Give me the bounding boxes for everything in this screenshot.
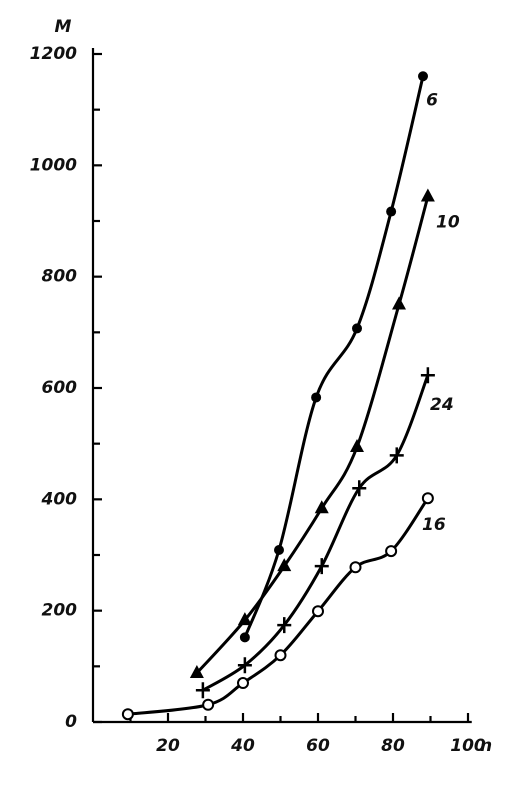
point — [352, 480, 367, 497]
y-tick-label: 400 — [41, 489, 78, 509]
series-label: 16 — [422, 515, 446, 535]
series-label: 24 — [430, 395, 454, 415]
series: 24 — [195, 367, 454, 699]
point — [239, 632, 250, 643]
point — [195, 682, 210, 699]
series: 16 — [121, 492, 446, 721]
series: 10 — [189, 188, 460, 679]
point — [237, 677, 249, 690]
x-tick-label: 100 — [450, 736, 486, 756]
x-tick-label: 20 — [156, 736, 180, 756]
fit-curve — [195, 196, 430, 675]
point — [189, 665, 204, 679]
point — [312, 605, 324, 618]
x-tick-label: 60 — [306, 736, 330, 756]
x-axis-label: n — [480, 736, 492, 756]
point — [311, 392, 322, 403]
point — [352, 323, 362, 334]
point — [202, 698, 215, 711]
y-tick-label: 600 — [42, 378, 78, 398]
point — [237, 612, 252, 626]
series: 6 — [239, 71, 438, 643]
point — [277, 617, 292, 634]
point — [314, 500, 329, 514]
point — [277, 558, 292, 572]
point — [274, 544, 284, 555]
fit-curve — [127, 497, 430, 716]
point — [386, 206, 397, 217]
y-tick-label: 1200 — [30, 44, 77, 64]
point — [392, 296, 406, 310]
x-tick-label: 80 — [381, 736, 405, 756]
x-tick-label: 40 — [230, 736, 255, 756]
point — [389, 447, 404, 464]
point — [385, 545, 398, 558]
fit-curve — [202, 374, 430, 692]
point — [421, 492, 434, 505]
point — [274, 649, 287, 662]
point — [237, 657, 252, 674]
point — [121, 708, 134, 721]
series-label: 6 — [426, 90, 438, 110]
y-tick-label: 0 — [65, 712, 77, 732]
point — [314, 558, 329, 575]
point — [420, 188, 435, 202]
y-axis-label: M — [55, 17, 72, 37]
y-tick-label: 800 — [42, 267, 78, 287]
y-tick-label: 200 — [42, 601, 78, 621]
series-label: 10 — [436, 213, 460, 233]
y-tick-label: 1000 — [30, 155, 77, 175]
point — [350, 439, 364, 453]
point — [349, 561, 362, 574]
point — [420, 367, 435, 384]
point — [418, 71, 428, 82]
